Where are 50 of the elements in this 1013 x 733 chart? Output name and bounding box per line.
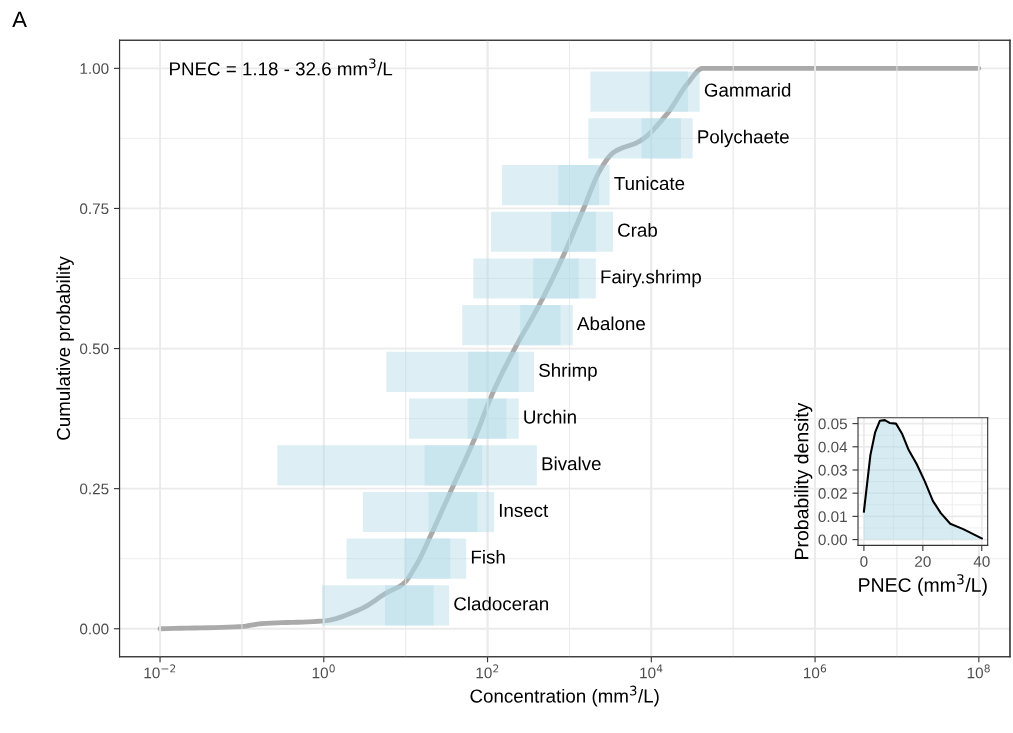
bar bbox=[428, 491, 478, 533]
y-tick-label: Bivalve bbox=[542, 456, 601, 471]
y-tick-label: Gammarid bbox=[704, 82, 791, 97]
y-tick-label: 0.00 bbox=[818, 534, 847, 546]
x-tick-label: 0 bbox=[860, 556, 868, 567]
bar bbox=[649, 71, 688, 112]
y-tick-label: Insect bbox=[499, 503, 549, 518]
x-axis-title: Concentration (mm$^{3}$/L) bbox=[470, 685, 659, 707]
y-axis-title: Probability density bbox=[794, 402, 813, 559]
bar bbox=[385, 585, 434, 626]
y-tick-label: 0.03 bbox=[818, 464, 847, 476]
y-tick-label: Crab bbox=[618, 223, 657, 237]
bar bbox=[533, 258, 579, 299]
bar bbox=[404, 538, 451, 579]
y-tick-label: 0.75 bbox=[79, 203, 109, 215]
x-axis-title: PNEC (mm$^{3}$/L) bbox=[859, 574, 987, 596]
bar bbox=[641, 118, 681, 159]
text: A bbox=[12, 11, 27, 28]
x-tick-label: 10$^{0}$ bbox=[312, 664, 335, 679]
y-axis-title: Cumulative probability bbox=[56, 256, 74, 440]
y-tick-label: 0.50 bbox=[79, 343, 109, 355]
bar bbox=[520, 305, 561, 346]
y-tick-label: Abalone bbox=[577, 316, 645, 331]
y-tick-label: 0.04 bbox=[818, 441, 848, 453]
x-tick-label: 10$^{6}$ bbox=[804, 664, 827, 679]
x-tick-label: 10$^{8}$ bbox=[967, 664, 990, 679]
bar bbox=[468, 351, 519, 392]
x-tick-label: 10$^{4}$ bbox=[640, 664, 663, 679]
x-tick-label: 10$^{−2}$ bbox=[144, 664, 176, 679]
y-tick-label: Urchin bbox=[524, 409, 576, 424]
y-tick-label: 0.01 bbox=[818, 511, 847, 523]
y-tick-label: Tunicate bbox=[614, 176, 685, 191]
y-tick-label: Fish bbox=[471, 549, 505, 564]
y-tick-label: Polychaete bbox=[698, 129, 789, 148]
y-tick-label: 0.25 bbox=[79, 483, 109, 495]
y-tick-label: 1.00 bbox=[80, 63, 109, 75]
bar bbox=[558, 165, 600, 206]
y-tick-label: 0.00 bbox=[79, 623, 109, 635]
y-tick-label: Cladoceran bbox=[454, 596, 548, 611]
y-tick-label: Fairy.shrimp bbox=[601, 269, 701, 288]
bar bbox=[551, 211, 596, 252]
annotation: PNEC = 1.18 - 32.6 mm$^{3}$/L bbox=[170, 58, 393, 76]
y-tick-label: 0.05 bbox=[818, 418, 847, 430]
y-tick-label: 0.02 bbox=[818, 488, 847, 499]
y-tick-label: Shrimp bbox=[539, 363, 597, 381]
x-tick-label: 40 bbox=[973, 556, 990, 567]
bar bbox=[467, 398, 507, 439]
bar bbox=[424, 445, 483, 486]
x-tick-label: 10$^{2}$ bbox=[476, 664, 499, 679]
x-tick-label: 20 bbox=[915, 556, 931, 567]
